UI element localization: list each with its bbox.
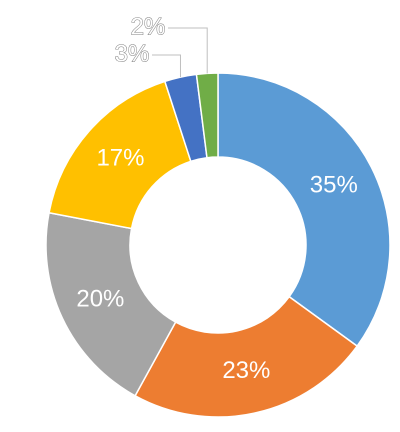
data-label: 2% xyxy=(131,13,166,40)
leader-line xyxy=(152,54,181,78)
data-label: 23% xyxy=(222,357,270,384)
donut-slice xyxy=(195,72,219,159)
leader-line xyxy=(168,27,208,74)
donut-slice xyxy=(45,211,177,397)
data-label: 17% xyxy=(96,144,144,171)
data-label: 3% xyxy=(115,40,150,67)
donut-slice xyxy=(217,72,391,348)
data-label: 35% xyxy=(310,171,358,198)
data-label: 20% xyxy=(76,286,124,313)
donut-slice xyxy=(134,295,359,418)
